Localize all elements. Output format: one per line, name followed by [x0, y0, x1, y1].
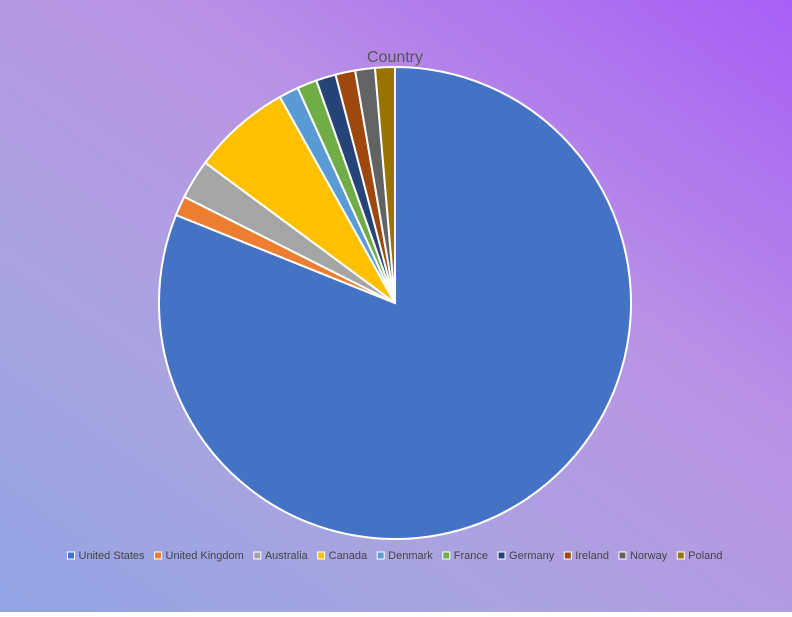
legend-swatch: [618, 551, 627, 560]
legend-swatch: [676, 551, 685, 560]
legend-label: Germany: [509, 550, 555, 562]
legend-label: United States: [79, 550, 146, 562]
legend-swatch: [497, 551, 506, 560]
legend-label: Australia: [265, 550, 309, 562]
legend: United States United Kingdom Australia Cana…: [67, 550, 723, 562]
pie-slice: [373, 65, 396, 304]
legend-swatch: [317, 551, 326, 560]
legend-swatch: [253, 551, 262, 560]
legend-swatch: [376, 551, 385, 560]
legend-label: France: [454, 550, 488, 562]
legend-swatch: [154, 551, 163, 560]
chart-title: Country: [367, 49, 423, 66]
legend-label: United Kingdom: [166, 550, 244, 562]
legend-label: Ireland: [575, 550, 609, 562]
legend-label: Poland: [688, 550, 722, 562]
legend-swatch: [67, 551, 75, 560]
legend-swatch: [442, 551, 451, 560]
legend-label: Norway: [630, 550, 668, 562]
legend-swatch: [563, 551, 572, 560]
legend-label: Canada: [329, 550, 368, 562]
legend-label: Denmark: [388, 550, 433, 562]
